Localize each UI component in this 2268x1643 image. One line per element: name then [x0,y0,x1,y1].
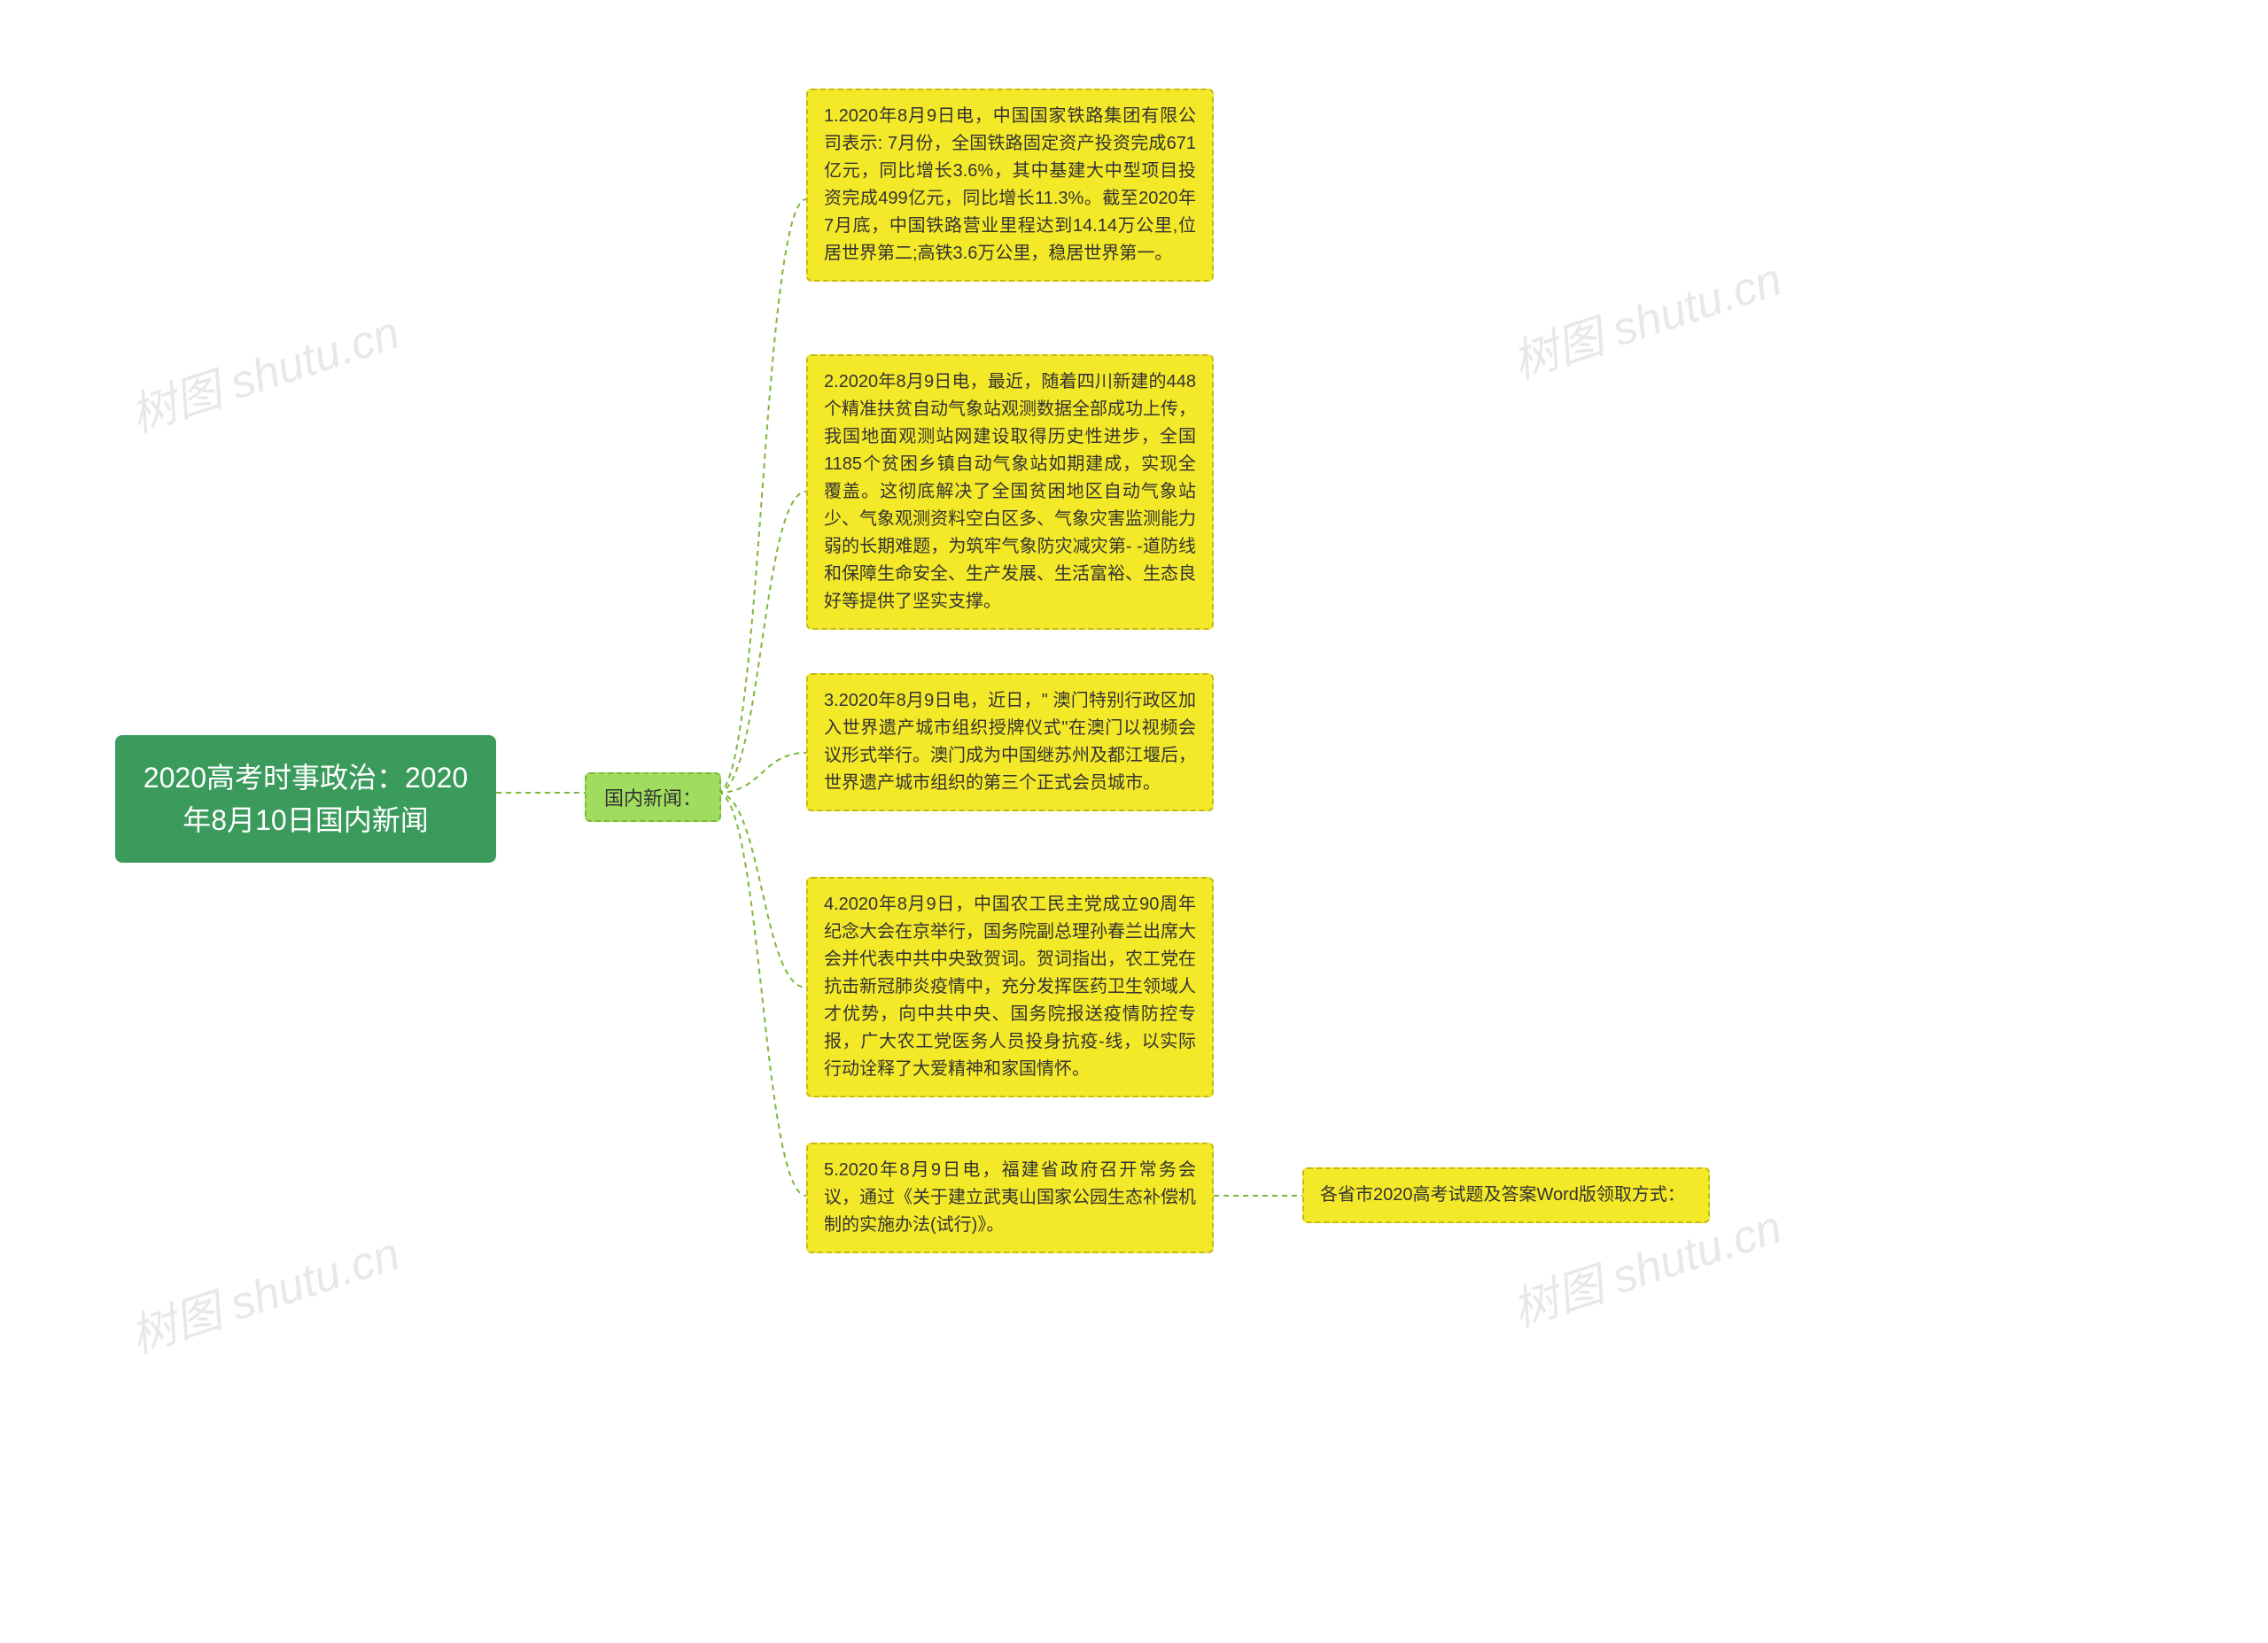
watermark: 树图 shutu.cn [120,295,407,445]
mindmap-leaf-child[interactable]: 各省市2020高考试题及答案Word版领取方式： [1302,1167,1710,1223]
watermark: 树图 shutu.cn [120,1216,407,1366]
mindmap-root[interactable]: 2020高考时事政治：2020年8月10日国内新闻 [115,735,496,863]
mindmap-leaf[interactable]: 4.2020年8月9日，中国农工民主党成立90周年纪念大会在京举行，国务院副总理… [806,877,1214,1097]
mindmap-leaf[interactable]: 3.2020年8月9日电，近日，" 澳门特别行政区加入世界遗产城市组织授牌仪式"… [806,673,1214,811]
mindmap-leaf[interactable]: 5.2020年8月9日电，福建省政府召开常务会议，通过《关于建立武夷山国家公园生… [806,1143,1214,1253]
mindmap-leaf[interactable]: 2.2020年8月9日电，最近，随着四川新建的448个精准扶贫自动气象站观测数据… [806,354,1214,630]
mindmap-branch[interactable]: 国内新闻： [585,772,721,822]
mindmap-leaf[interactable]: 1.2020年8月9日电，中国国家铁路集团有限公司表示: 7月份，全国铁路固定资… [806,89,1214,282]
watermark: 树图 shutu.cn [1503,242,1789,391]
